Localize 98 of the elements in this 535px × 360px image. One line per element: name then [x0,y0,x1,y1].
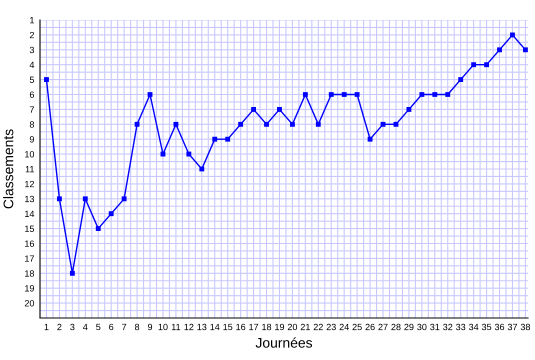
y-tick-label: 15 [25,226,34,232]
y-tick-label: 2 [30,32,34,38]
y-tick-label: 4 [30,62,34,68]
point [328,92,334,97]
point [497,47,502,52]
x-tick-label: 20 [288,324,298,330]
point [212,136,218,142]
y-tick-label: 12 [25,180,34,188]
x-tick-label: 36 [494,324,504,330]
point [264,122,269,127]
point [484,62,490,68]
y-tick-label: 17 [25,255,34,262]
point [173,122,178,127]
point [302,92,308,97]
point [445,92,450,97]
x-axis-title: Journées [256,337,312,348]
x-tick-label: 13 [197,324,206,330]
y-tick-label: 20 [24,300,34,306]
point [406,106,412,112]
point [134,122,140,127]
x-tick-label: 5 [96,324,100,330]
point [277,106,282,112]
y-axis-title: Classements [3,129,14,208]
point [70,270,75,276]
point [432,92,438,97]
x-tick-label: 12 [184,324,194,330]
x-tick-label: 11 [172,324,180,330]
point [238,122,244,127]
y-tick-label: 1 [30,17,34,24]
point [342,92,347,97]
point [199,166,204,172]
x-tick-label: 34 [468,324,478,330]
point [96,226,101,232]
point [471,62,476,68]
y-tick-label: 7 [30,106,34,113]
x-tick-label: 32 [443,324,452,330]
y-tick-label: 14 [25,210,34,217]
x-tick-label: 4 [83,324,88,330]
x-tick-label: 30 [417,324,427,330]
point [251,106,256,112]
x-tick-label: 28 [391,324,401,330]
point [44,77,49,82]
x-tick-label: 33 [456,324,466,330]
point [56,196,62,202]
x-tick-label: 37 [508,324,518,330]
x-tick-label: 27 [378,324,388,330]
y-tick-label: 16 [25,240,34,247]
x-tick-label: 35 [482,324,492,330]
x-tick-label: 6 [109,324,114,330]
y-tick-label: 10 [25,151,34,158]
y-tick-label: 18 [25,270,34,277]
x-tick-label: 38 [520,324,530,330]
y-tick-label: 13 [25,196,34,202]
x-tick-label: 7 [122,324,126,330]
x-tick-label: 3 [70,324,74,330]
point [458,77,464,82]
point [225,136,230,142]
point [186,152,192,157]
y-tick-label: 11 [26,166,34,172]
y-tick-label: 19 [25,285,34,292]
x-tick-label: 19 [275,324,284,330]
x-tick-label: 25 [352,324,362,330]
point [290,122,295,127]
x-tick-label: 1 [44,324,49,330]
x-tick-label: 17 [249,324,258,330]
point [380,122,386,127]
point [394,122,398,127]
x-tick-label: 29 [404,324,414,330]
x-tick-label: 2 [57,324,62,330]
point [522,47,528,52]
y-tick-label: 9 [30,136,34,143]
point [368,136,373,142]
x-tick-label: 21 [300,324,310,330]
x-tick-label: 18 [262,324,272,330]
x-tick-label: 26 [366,324,375,330]
x-tick-label: 15 [223,324,232,330]
point [510,32,515,38]
x-tick-label: 16 [236,324,246,330]
point [82,196,88,202]
x-tick-label: 23 [326,324,336,330]
x-tick-label: 14 [210,324,220,330]
x-tick-label: 22 [314,324,323,330]
point [419,92,424,97]
point [316,122,321,127]
x-tick-label: 8 [134,324,140,330]
point [108,211,114,216]
x-tick-label: 31 [430,324,440,330]
x-tick-label: 10 [158,324,168,330]
point [122,196,127,202]
y-tick-label: 8 [30,121,34,128]
point [354,92,360,97]
point [160,152,166,157]
y-tick-label: 5 [30,76,34,83]
x-tick-label: 24 [340,324,349,330]
x-tick-label: 9 [148,324,152,330]
y-tick-label: 6 [30,91,34,98]
point [148,92,152,97]
y-tick-label: 3 [30,46,34,54]
